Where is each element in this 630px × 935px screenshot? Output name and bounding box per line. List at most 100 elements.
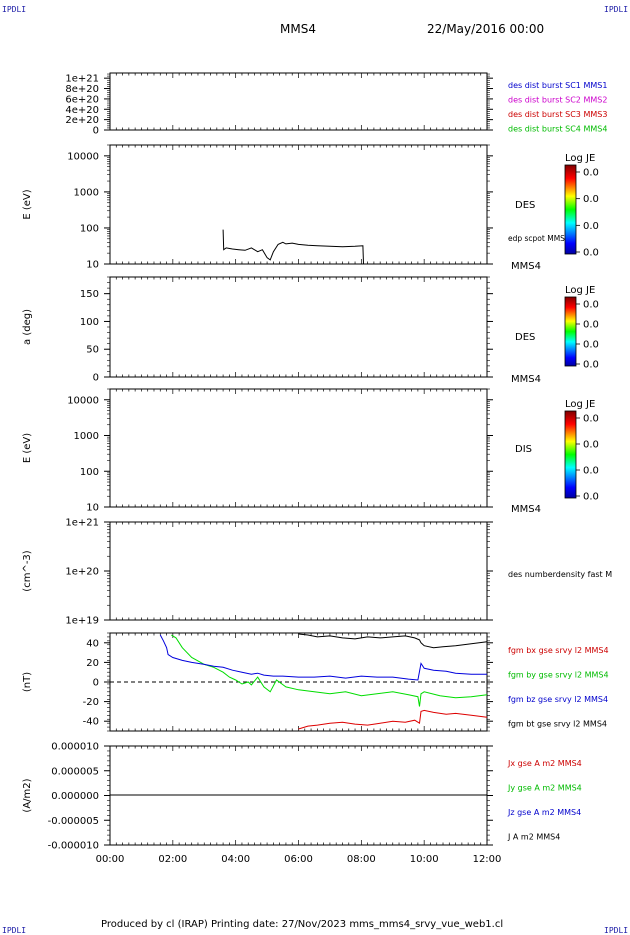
colorbar-tick-label: 0.0 <box>583 414 599 425</box>
y-tick-label: -20 <box>83 697 99 708</box>
colorbar-tick-label: 0.0 <box>583 168 599 179</box>
panel-frame-panel-density <box>109 521 488 621</box>
y-axis-label: E (eV) <box>22 189 33 219</box>
series-line-fgm-bx-gse-srvy-l2-mms4 <box>298 709 488 730</box>
y-tick-label: 100 <box>80 223 99 234</box>
colorbar-2 <box>564 296 577 367</box>
panel-frame-panel-des-pitch <box>109 276 488 378</box>
colorbar-tick-label: 0.0 <box>583 320 599 331</box>
x-tick-label: 08:00 <box>347 854 376 865</box>
legend-entry: des dist burst SC4 MMS4 <box>508 125 607 134</box>
x-tick-label: 10:00 <box>410 854 439 865</box>
y-tick-label: 1e+21 <box>65 74 99 85</box>
colorbar-tick-label: 0.0 <box>583 340 599 351</box>
sub-label: edp scpot MMS4 <box>508 234 570 243</box>
series-line-fgm-bt-gse-srvy-l2-mms4 <box>298 633 488 649</box>
y-tick-label: 0.000005 <box>51 766 99 777</box>
legend-entry: fgm bz gse srvy l2 MMS4 <box>508 695 608 704</box>
y-tick-label: -0.000010 <box>48 841 99 852</box>
y-tick-label: 6e+20 <box>65 94 99 105</box>
y-tick-label: 0 <box>93 678 99 689</box>
y-tick-label: 0.000000 <box>51 791 99 802</box>
y-tick-label: 1000 <box>74 187 99 198</box>
corner-label-top-right: IPDLI <box>604 5 629 14</box>
colorbar-3 <box>564 410 577 499</box>
colorbar-title: Log JE <box>565 153 595 164</box>
legend-entry: fgm bt gse srvy l2 MMS4 <box>508 720 607 729</box>
legend-entry: J A m2 MMS4 <box>507 833 560 842</box>
side-label: DES <box>515 332 535 343</box>
y-axis-label: (A/m2) <box>22 778 33 812</box>
legend-entry: fgm by gse srvy l2 MMS4 <box>508 671 609 680</box>
corner-label-bottom-right: IPDLI <box>604 926 629 935</box>
y-tick-label: 1000 <box>74 431 99 442</box>
legend-entry: des dist burst SC3 MMS3 <box>508 110 607 119</box>
colorbar-title: Log JE <box>565 285 595 296</box>
y-axis-label: a (deg) <box>22 309 33 345</box>
legend-entry: Jz gse A m2 MMS4 <box>507 808 581 817</box>
x-tick-label: 04:00 <box>221 854 250 865</box>
side-label: DIS <box>515 444 532 455</box>
colorbar-tick-label: 0.0 <box>583 221 599 232</box>
x-tick-label: 06:00 <box>284 854 313 865</box>
y-tick-label: 0 <box>93 373 99 384</box>
legend-entry: des dist burst SC1 MMS1 <box>508 81 607 90</box>
y-tick-label: 0.000010 <box>51 742 99 753</box>
series-line-fgm-bz-gse-srvy-l2-mms4 <box>159 634 487 681</box>
bottom-label: MMS4 <box>511 504 541 515</box>
y-tick-label: 4e+20 <box>65 105 99 116</box>
colorbar-tick-label: 0.0 <box>583 440 599 451</box>
legend-entry: Jy gse A m2 MMS4 <box>507 784 582 793</box>
y-tick-label: 100 <box>80 317 99 328</box>
bottom-label: MMS4 <box>511 374 541 385</box>
colorbar-tick-label: 0.0 <box>583 300 599 311</box>
y-tick-label: 50 <box>86 345 99 356</box>
y-tick-label: 10 <box>86 503 99 514</box>
x-tick-label: 02:00 <box>158 854 187 865</box>
side-label: des numberdensity fast M <box>508 570 612 579</box>
x-tick-label: 12:00 <box>473 854 502 865</box>
y-tick-label: 10000 <box>67 151 99 162</box>
legend-entry: des dist burst SC2 MMS2 <box>508 96 607 105</box>
y-tick-label: 20 <box>86 658 99 669</box>
side-label: DES <box>515 200 535 211</box>
colorbar-tick-label: 0.0 <box>583 194 599 205</box>
y-tick-label: 0 <box>93 126 99 137</box>
bottom-label: MMS4 <box>511 261 541 272</box>
colorbar-title: Log JE <box>565 399 595 410</box>
series-line-edp-scpot-mms4 <box>222 229 364 265</box>
y-tick-label: 10 <box>86 260 99 271</box>
series-line-fgm-by-gse-srvy-l2-mms4 <box>171 634 488 707</box>
legend-entry: fgm bx gse srvy l2 MMS4 <box>508 646 609 655</box>
corner-label-bottom-left: IPDLI <box>2 926 27 935</box>
date-title: 22/May/2016 00:00 <box>427 22 545 36</box>
corner-label-top-left: IPDLI <box>2 5 27 14</box>
colorbar-tick-label: 0.0 <box>583 466 599 477</box>
y-tick-label: 2e+20 <box>65 115 99 126</box>
legend-entry: Jx gse A m2 MMS4 <box>507 759 582 768</box>
panel-frame-panel-dis-energy <box>109 388 488 508</box>
y-axis-label: E (eV) <box>22 433 33 463</box>
y-tick-label: -0.000005 <box>48 816 99 827</box>
y-tick-label: 150 <box>80 289 99 300</box>
y-tick-label: 40 <box>86 638 99 649</box>
y-tick-label: 1e+20 <box>65 567 99 578</box>
footer-credit: Produced by cl (IRAP) Printing date: 27/… <box>101 919 504 930</box>
y-axis-label: (nT) <box>22 672 33 692</box>
spacecraft-title: MMS4 <box>280 22 316 36</box>
y-tick-label: 100 <box>80 467 99 478</box>
panel-frame-panel-des-energy <box>109 144 488 265</box>
colorbar-tick-label: 0.0 <box>583 248 599 259</box>
colorbar-tick-label: 0.0 <box>583 492 599 503</box>
panel-frame-panel-dist-burst <box>109 72 488 131</box>
colorbar-1 <box>564 164 577 255</box>
colorbar-tick-label: 0.0 <box>583 360 599 371</box>
y-tick-label: 1e+21 <box>65 518 99 529</box>
x-tick-label: 00:00 <box>96 854 125 865</box>
y-tick-label: 1e+19 <box>65 616 99 627</box>
y-axis-label: (cm^-3) <box>22 550 33 591</box>
y-tick-label: 8e+20 <box>65 84 99 95</box>
y-tick-label: 10000 <box>67 395 99 406</box>
y-tick-label: -40 <box>83 717 99 728</box>
